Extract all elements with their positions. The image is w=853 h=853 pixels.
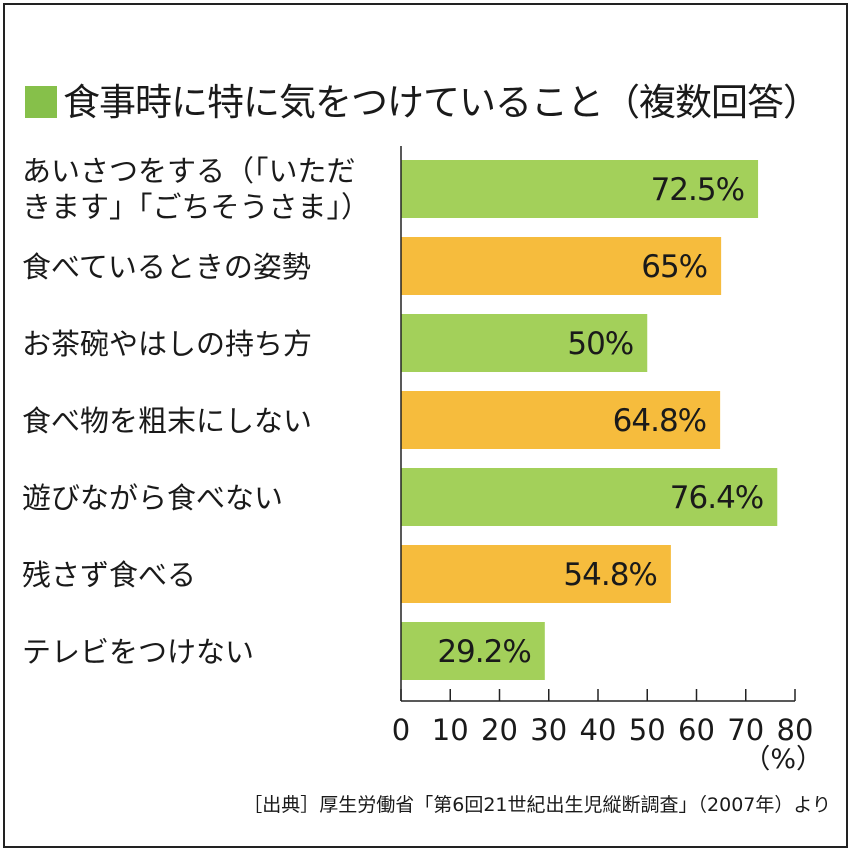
category-label-3: 食べ物を粗末にしない: [22, 404, 312, 438]
value-label-6: 29.2%: [437, 634, 530, 670]
bar-0: [401, 160, 759, 218]
chart-title: 食事時に特に気をつけていること（複数回答）: [63, 81, 820, 124]
value-label-2: 50%: [567, 326, 633, 362]
category-label-5: 残さず食べる: [22, 558, 196, 592]
x-tick-label-3: 30: [530, 713, 567, 747]
category-label-0-line-0: あいさつをする（「いただ: [22, 154, 356, 188]
category-label-6: テレビをつけない: [22, 635, 254, 669]
x-tick-label-8: 80: [777, 713, 814, 747]
category-label-0-line-1: きます」「ごちそうさま」）: [22, 190, 370, 224]
bar-1: [401, 237, 722, 295]
value-label-4: 76.4%: [670, 480, 763, 516]
value-label-3: 64.8%: [613, 403, 706, 439]
category-label-1: 食べているときの姿勢: [22, 250, 311, 284]
bar-5: [401, 545, 671, 603]
bar-2: [401, 314, 648, 372]
title-square-icon: [25, 86, 57, 118]
category-label-4: 遊びながら食べない: [22, 481, 283, 515]
x-tick-label-5: 50: [629, 713, 666, 747]
category-label-2: お茶碗やはしの持ち方: [22, 327, 312, 361]
x-tick-label-6: 60: [678, 713, 715, 747]
value-label-1: 65%: [641, 249, 707, 285]
x-tick-label-1: 10: [432, 713, 469, 747]
chart-title-row: 食事時に特に気をつけていること（複数回答）: [25, 72, 820, 126]
x-tick-label-2: 20: [481, 713, 518, 747]
x-tick-label-0: 0: [392, 713, 410, 747]
bar-6: [401, 622, 545, 680]
source-note: ［出典］厚生労働省「第6回21世紀出生児縦断調査」（2007年）より: [243, 794, 831, 816]
value-label-5: 54.8%: [563, 557, 656, 593]
x-tick-label-4: 40: [580, 713, 617, 747]
x-unit-label: （%）: [743, 744, 823, 775]
value-label-0: 72.5%: [651, 172, 744, 208]
x-tick-label-7: 70: [727, 713, 764, 747]
bar-4: [401, 468, 778, 526]
bar-3: [401, 391, 721, 449]
